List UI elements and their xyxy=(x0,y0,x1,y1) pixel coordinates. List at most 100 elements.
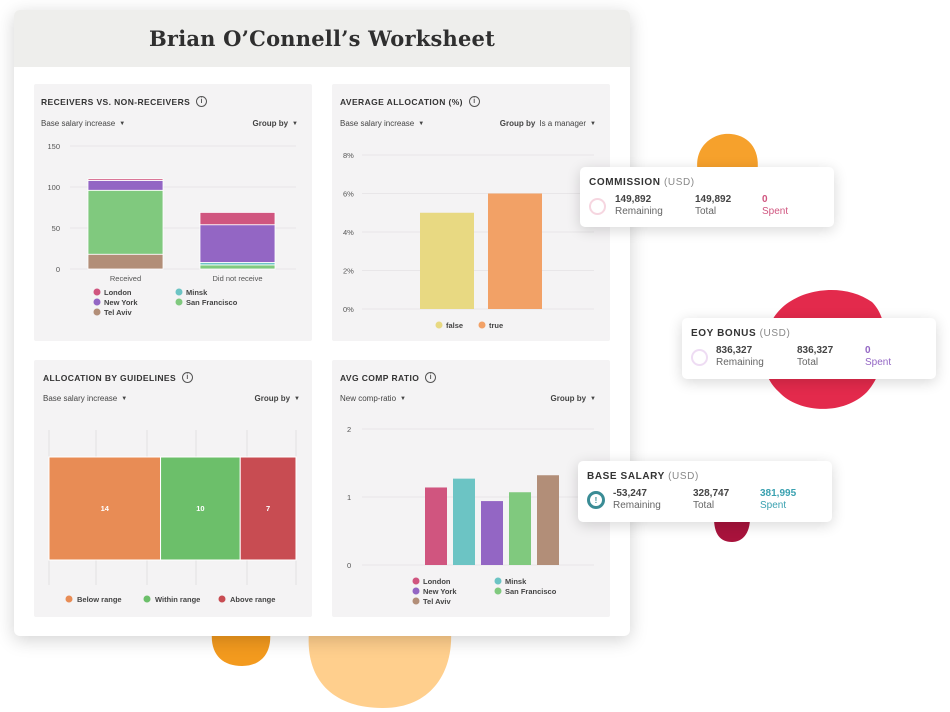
y-tick-label: 150 xyxy=(47,142,60,151)
comp-ratio-filter-label: New comp-ratio xyxy=(340,394,397,403)
legend-label: Minsk xyxy=(186,288,208,297)
bar-segment-tel-aviv xyxy=(87,253,164,270)
comp-ratio-groupby-dropdown[interactable]: Group by ▼ xyxy=(550,394,596,403)
y-tick-label: 100 xyxy=(47,183,60,192)
guidelines-filter-dropdown[interactable]: Base salary increase ▼ xyxy=(43,394,127,403)
legend-swatch xyxy=(93,288,101,296)
y-tick-label: 1 xyxy=(347,493,351,502)
chevron-down-icon: ▼ xyxy=(418,120,425,127)
legend-swatch xyxy=(494,577,502,585)
decorative-blob-peach xyxy=(308,632,452,708)
legend-swatch xyxy=(175,298,183,306)
info-icon[interactable]: i xyxy=(196,96,208,107)
base-salary-remaining: -53,247 xyxy=(613,488,647,499)
comp-ratio-filter-dropdown[interactable]: New comp-ratio ▼ xyxy=(340,394,406,403)
chevron-down-icon: ▼ xyxy=(590,120,596,127)
bar-segment-new-york xyxy=(199,224,276,263)
bar-true xyxy=(488,193,542,309)
legend-swatch xyxy=(93,298,101,306)
eoy-bonus-remaining: 836,327 xyxy=(716,345,753,356)
bar-minsk xyxy=(453,478,475,565)
guidelines-title: ALLOCATION BY GUIDELINES i xyxy=(43,372,194,383)
decorative-blob-orange-top xyxy=(697,133,758,174)
info-icon[interactable]: i xyxy=(182,372,194,383)
avg-allocation-groupby-dropdown[interactable]: Group by Is a manager ▼ xyxy=(500,119,596,128)
legend-swatch xyxy=(143,595,151,603)
commission-total: 149,892 xyxy=(695,194,732,205)
eoy-bonus-card-title: EOY BONUS (USD) xyxy=(691,328,791,339)
bar-segment-within-range xyxy=(160,456,241,561)
commission-spent: 0 xyxy=(762,194,768,205)
worksheet-title: Brian O’Connell’s Worksheet xyxy=(148,26,495,51)
eoy-bonus-spent: 0 xyxy=(865,345,871,356)
y-tick-label: 6% xyxy=(343,190,354,199)
warning-icon: ! xyxy=(587,491,605,509)
avg-allocation-panel: AVERAGE ALLOCATION (%) i Base salary inc… xyxy=(332,84,610,341)
guidelines-chart: 14 10 7 Below range Within range Above range xyxy=(48,430,297,604)
avg-allocation-title: AVERAGE ALLOCATION (%) i xyxy=(340,96,480,107)
legend-swatch xyxy=(412,577,420,585)
chevron-down-icon: ▼ xyxy=(400,395,406,402)
receivers-filter-dropdown[interactable]: Base salary increase ▼ xyxy=(41,119,125,128)
legend-label: San Francisco xyxy=(505,587,557,596)
legend-swatch xyxy=(494,587,502,595)
avg-allocation-groupby-value: Is a manager xyxy=(539,119,587,128)
base-salary-total-label: Total xyxy=(693,500,715,511)
guidelines-groupby-dropdown[interactable]: Group by ▼ xyxy=(254,394,300,403)
receivers-filter-label: Base salary increase xyxy=(41,119,116,128)
data-label: 10 xyxy=(196,504,204,513)
legend-swatch xyxy=(412,597,420,605)
x-tick-label: Did not receive xyxy=(212,274,262,283)
legend-label: London xyxy=(104,288,132,297)
commission-card[interactable]: COMMISSION (USD) 149,892 Remaining 149,89… xyxy=(580,167,834,227)
eoy-bonus-card[interactable]: EOY BONUS (USD) 836,327 Remaining 836,327… xyxy=(682,318,936,379)
base-salary-spent: 381,995 xyxy=(760,488,797,499)
y-tick-label: 0 xyxy=(347,561,351,570)
legend-label: Tel Aviv xyxy=(423,597,451,606)
legend-label: San Francisco xyxy=(186,298,238,307)
avg-allocation-chart: 0% 2% 4% 6% 8% false true xyxy=(343,151,594,330)
budget-ring-icon xyxy=(589,198,606,215)
base-salary-remaining-label: Remaining xyxy=(613,500,661,511)
base-salary-card[interactable]: BASE SALARY (USD) ! -53,247 Remaining 328… xyxy=(578,461,832,522)
eoy-bonus-total: 836,327 xyxy=(797,345,834,356)
legend-swatch xyxy=(65,595,73,603)
base-salary-card-title: BASE SALARY (USD) xyxy=(587,471,699,482)
worksheet-header: Brian O’Connell’s Worksheet xyxy=(14,10,630,67)
commission-total-label: Total xyxy=(695,206,717,217)
avg-allocation-filter-dropdown[interactable]: Base salary increase ▼ xyxy=(340,119,424,128)
legend-label: Above range xyxy=(230,595,275,604)
bar-segment-above-range xyxy=(239,456,297,561)
base-salary-spent-label: Spent xyxy=(760,500,787,511)
legend-label: New York xyxy=(104,298,138,307)
guidelines-title-text: ALLOCATION BY GUIDELINES xyxy=(43,372,177,383)
eoy-bonus-spent-label: Spent xyxy=(865,357,892,368)
receivers-panel: RECEIVERS VS. NON-RECEIVERS i Base salar… xyxy=(34,84,312,341)
chevron-down-icon: ▼ xyxy=(292,120,298,127)
guidelines-groupby-label: Group by xyxy=(254,394,291,403)
receivers-title: RECEIVERS VS. NON-RECEIVERS i xyxy=(41,96,208,107)
legend-label: Tel Aviv xyxy=(104,308,132,317)
info-icon[interactable]: i xyxy=(425,372,437,383)
bar-false xyxy=(420,212,474,309)
receivers-groupby-dropdown[interactable]: Group by ▼ xyxy=(252,119,298,128)
legend-label: Below range xyxy=(77,595,122,604)
bar-segment-san-francisco xyxy=(87,189,164,255)
commission-remaining-label: Remaining xyxy=(615,206,663,217)
legend-label: Minsk xyxy=(505,577,527,586)
worksheet: Brian O’Connell’s Worksheet RECEIVERS VS… xyxy=(14,10,630,636)
bar-tel-aviv xyxy=(537,475,559,565)
bar-segment-new-york xyxy=(87,180,164,191)
y-tick-label: 8% xyxy=(343,151,354,160)
y-tick-label: 0 xyxy=(56,265,60,274)
avg-allocation-title-text: AVERAGE ALLOCATION (%) xyxy=(340,96,463,107)
legend-swatch xyxy=(412,587,420,595)
chevron-down-icon: ▼ xyxy=(294,395,300,402)
base-salary-total: 328,747 xyxy=(693,488,730,499)
legend-label: true xyxy=(489,321,503,330)
comp-ratio-title-text: AVG COMP RATIO xyxy=(340,372,420,383)
info-icon[interactable]: i xyxy=(468,96,480,107)
chevron-down-icon: ▼ xyxy=(119,120,126,127)
bar-london xyxy=(425,487,447,565)
legend-label: New York xyxy=(423,587,457,596)
